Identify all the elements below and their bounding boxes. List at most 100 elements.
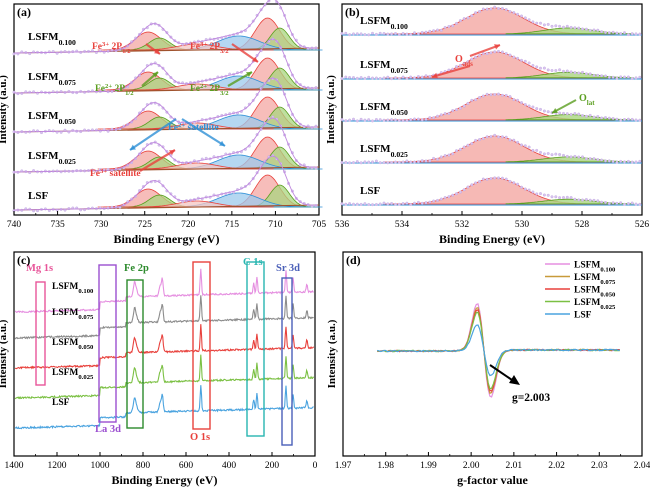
panel-b-data-point bbox=[390, 32, 394, 36]
panel-b-data-point bbox=[371, 76, 374, 80]
panel-a-arrow bbox=[231, 43, 259, 63]
panel-b-data-point bbox=[340, 202, 344, 206]
panel-b-data-point bbox=[588, 198, 592, 202]
panel-b-data-point bbox=[535, 65, 539, 69]
panel-b-data-point bbox=[630, 77, 634, 80]
panel-b-data-point bbox=[619, 201, 623, 205]
panel-b-data-point bbox=[428, 29, 432, 33]
panel-b-data-point bbox=[607, 31, 611, 35]
panel-b-data-point bbox=[531, 190, 535, 194]
panel-b-data-point bbox=[428, 200, 432, 204]
panel-b-data-point bbox=[447, 195, 451, 199]
panel-b-data-point bbox=[539, 21, 542, 25]
panel-b-data-point bbox=[592, 198, 596, 202]
panel-b-data-point bbox=[386, 118, 390, 122]
panel-b-data-point bbox=[546, 152, 550, 155]
panel-b-data-point bbox=[413, 76, 416, 80]
panel-b-data-point bbox=[409, 118, 413, 122]
panel-a-panel-label: (a) bbox=[17, 5, 31, 19]
panel-b-data-point bbox=[565, 195, 569, 199]
panel-b-data-point bbox=[481, 7, 485, 11]
panel-b-data-point bbox=[607, 75, 611, 79]
panel-b-data-point bbox=[554, 69, 558, 72]
panel-b-data-point bbox=[626, 202, 630, 206]
panel-c-xtick-label: 1200 bbox=[48, 461, 67, 471]
panel-c-xtick-label: 400 bbox=[222, 461, 237, 471]
panel-b-data-point bbox=[378, 161, 382, 165]
panel-b-data-point bbox=[516, 182, 520, 186]
panel-b-data-point bbox=[470, 142, 474, 145]
panel-b-data-point bbox=[374, 32, 378, 36]
panel-b-data-point bbox=[397, 118, 401, 122]
panel-b-data-point bbox=[500, 93, 504, 97]
panel-b-data-point bbox=[382, 76, 386, 80]
panel-b-data-point bbox=[569, 112, 573, 116]
panel-b-data-point bbox=[367, 75, 371, 79]
panel-b-data-point bbox=[562, 25, 565, 29]
panel-b-data-point bbox=[416, 75, 420, 79]
panel-b-data-point bbox=[550, 24, 554, 28]
panel-a-sample-label: LSFM0.025 bbox=[28, 150, 76, 166]
panel-b-data-point bbox=[340, 32, 344, 35]
panel-a-envelope bbox=[14, 155, 318, 211]
panel-b-data-point bbox=[611, 30, 615, 34]
panel-b-data-point bbox=[409, 203, 413, 206]
panel-c-region-label: La 3d bbox=[95, 424, 121, 435]
panel-b-data-point bbox=[462, 145, 466, 149]
panel-b-panel-label: (b) bbox=[345, 5, 360, 19]
panel-b-data-point bbox=[527, 104, 531, 108]
panel-b-data-point bbox=[340, 77, 344, 80]
panel-b-data-point bbox=[558, 111, 562, 115]
panel-b-data-point bbox=[424, 159, 428, 163]
panel-b-data-point bbox=[531, 105, 535, 109]
panel-b-data-point bbox=[474, 55, 478, 59]
panel-a-spectrum bbox=[12, 115, 323, 175]
panel-b-data-point bbox=[638, 118, 642, 122]
panel-b-data-point bbox=[413, 160, 416, 164]
panel-b-data-point bbox=[584, 72, 588, 76]
panel-a-fit-component bbox=[122, 43, 274, 51]
panel-b-data-point bbox=[554, 195, 558, 199]
panel-b-data-point bbox=[588, 28, 592, 32]
panel-b-data-point bbox=[539, 150, 542, 154]
panel-a-xtick-label: 715 bbox=[225, 220, 240, 230]
panel-b-data-point bbox=[378, 202, 382, 206]
panel-a-xtick-label: 730 bbox=[94, 220, 109, 230]
panel-b-data-point bbox=[455, 149, 458, 153]
panel-b-data-point bbox=[565, 24, 569, 28]
panel-a-spectrum bbox=[12, 77, 323, 135]
panel-b-data-point bbox=[424, 74, 428, 78]
panel-d-ylabel: Intensity (a.u.) bbox=[326, 319, 338, 388]
panel-b-data-point bbox=[481, 137, 485, 140]
panel-c-series-label: LSFM0.050 bbox=[52, 338, 94, 351]
panel-b-data-point bbox=[504, 8, 508, 12]
panel-b-data-point bbox=[405, 76, 409, 80]
panel-b-data-point bbox=[462, 17, 466, 21]
panel-b-data-point bbox=[565, 112, 569, 116]
panel-b-data-point bbox=[352, 202, 355, 206]
panel-b-data-point bbox=[527, 145, 531, 149]
panel-b-data-point bbox=[630, 117, 634, 121]
panel-b-data-point bbox=[626, 33, 630, 37]
panel-b-data-point bbox=[535, 148, 539, 152]
panel-b-data-point bbox=[584, 114, 588, 118]
panel-b-data-point bbox=[516, 56, 520, 60]
panel-b-data-point bbox=[348, 118, 352, 122]
panel-b-data-point bbox=[420, 30, 424, 34]
panel-b-ylabel: Intensity (a.u.) bbox=[325, 75, 337, 144]
panel-b-data-point bbox=[604, 31, 607, 34]
panel-b-data-point bbox=[478, 138, 481, 142]
panel-b-data-point bbox=[378, 76, 382, 80]
panel-b-data-point bbox=[378, 118, 382, 122]
panel-b-data-point bbox=[378, 31, 382, 35]
panel-b-data-point bbox=[638, 32, 642, 36]
panel-b-data-point bbox=[493, 93, 497, 96]
panel-d-xtick-label: 1.97 bbox=[335, 461, 352, 471]
panel-b-data-point bbox=[596, 115, 600, 118]
panel-b-data-point bbox=[539, 66, 542, 70]
panel-b-data-point bbox=[577, 26, 581, 30]
panel-b-data-point bbox=[512, 98, 516, 101]
panel-a-arrowhead bbox=[152, 72, 158, 78]
panel-b-data-point bbox=[611, 201, 615, 205]
panel-b-data-point bbox=[443, 26, 447, 29]
